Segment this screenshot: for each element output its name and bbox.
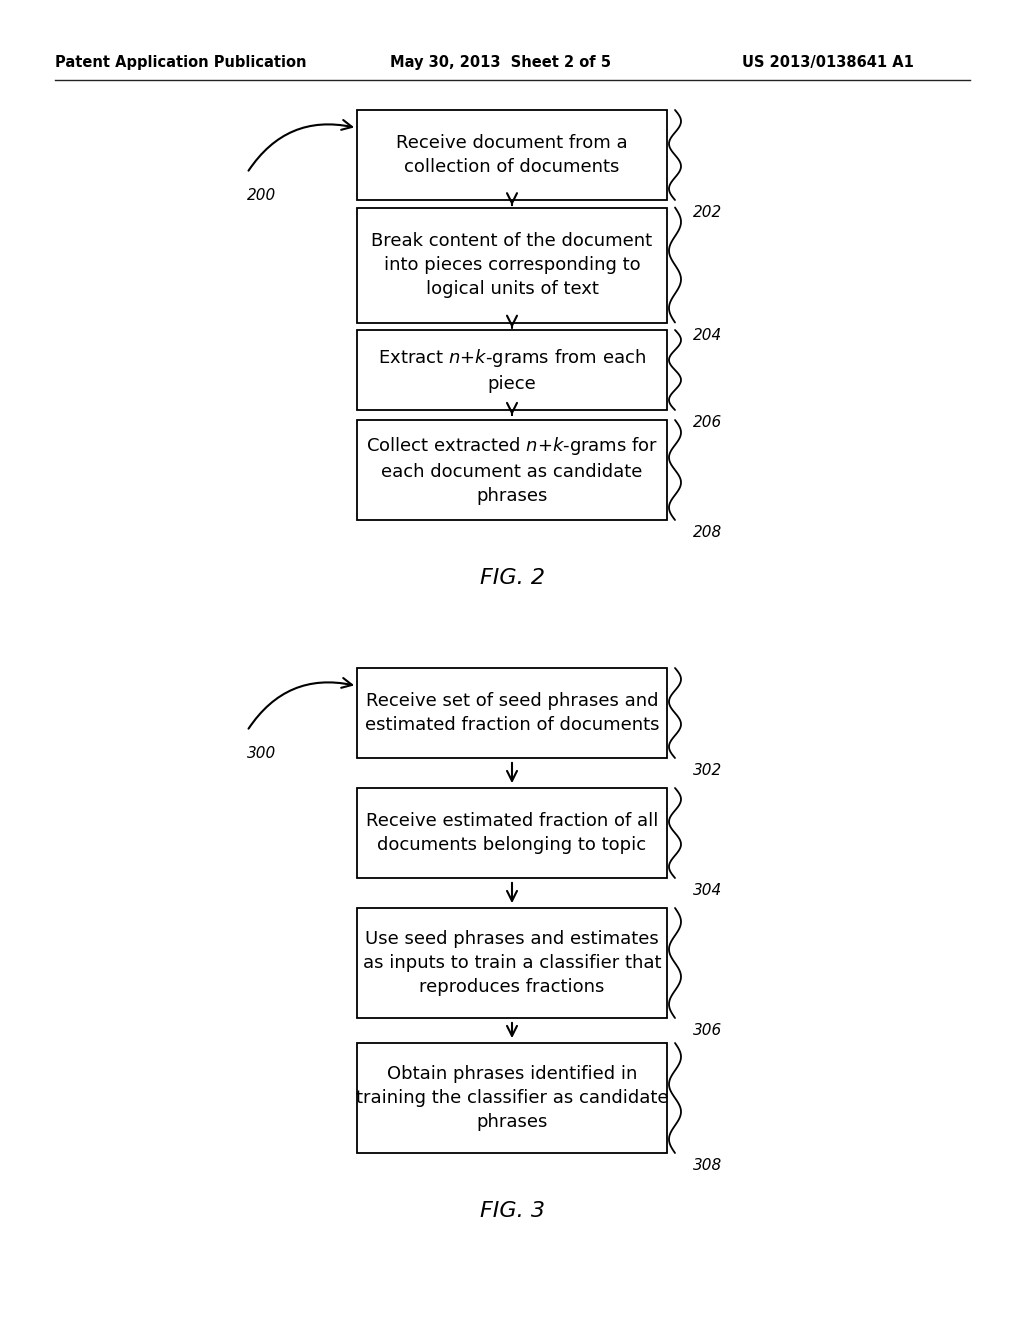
- Text: Patent Application Publication: Patent Application Publication: [55, 54, 306, 70]
- Text: 308: 308: [693, 1158, 722, 1173]
- Text: 306: 306: [693, 1023, 722, 1038]
- Text: Receive set of seed phrases and
estimated fraction of documents: Receive set of seed phrases and estimate…: [365, 692, 659, 734]
- FancyBboxPatch shape: [357, 668, 667, 758]
- Text: Use seed phrases and estimates
as inputs to train a classifier that
reproduces f: Use seed phrases and estimates as inputs…: [362, 929, 662, 997]
- Text: Collect extracted $n$+$k$-grams for
each document as candidate
phrases: Collect extracted $n$+$k$-grams for each…: [366, 434, 658, 506]
- Text: 304: 304: [693, 883, 722, 898]
- Text: Obtain phrases identified in
training the classifier as candidate
phrases: Obtain phrases identified in training th…: [355, 1065, 669, 1131]
- Text: US 2013/0138641 A1: US 2013/0138641 A1: [742, 54, 913, 70]
- Text: 204: 204: [693, 327, 722, 342]
- Text: 202: 202: [693, 205, 722, 220]
- FancyBboxPatch shape: [357, 908, 667, 1018]
- FancyBboxPatch shape: [357, 788, 667, 878]
- FancyBboxPatch shape: [357, 1043, 667, 1152]
- FancyBboxPatch shape: [357, 330, 667, 411]
- Text: Break content of the document
into pieces corresponding to
logical units of text: Break content of the document into piece…: [372, 232, 652, 298]
- Text: 206: 206: [693, 414, 722, 430]
- Text: Extract $n$+$k$-grams from each
piece: Extract $n$+$k$-grams from each piece: [378, 347, 646, 393]
- Text: 208: 208: [693, 525, 722, 540]
- Text: May 30, 2013  Sheet 2 of 5: May 30, 2013 Sheet 2 of 5: [390, 54, 611, 70]
- Text: 300: 300: [247, 746, 276, 762]
- Text: 302: 302: [693, 763, 722, 777]
- FancyBboxPatch shape: [357, 420, 667, 520]
- FancyBboxPatch shape: [357, 110, 667, 201]
- Text: 200: 200: [247, 187, 276, 203]
- Text: FIG. 2: FIG. 2: [479, 568, 545, 587]
- Text: FIG. 3: FIG. 3: [479, 1201, 545, 1221]
- FancyBboxPatch shape: [357, 207, 667, 322]
- Text: Receive estimated fraction of all
documents belonging to topic: Receive estimated fraction of all docume…: [366, 812, 658, 854]
- Text: Receive document from a
collection of documents: Receive document from a collection of do…: [396, 133, 628, 176]
